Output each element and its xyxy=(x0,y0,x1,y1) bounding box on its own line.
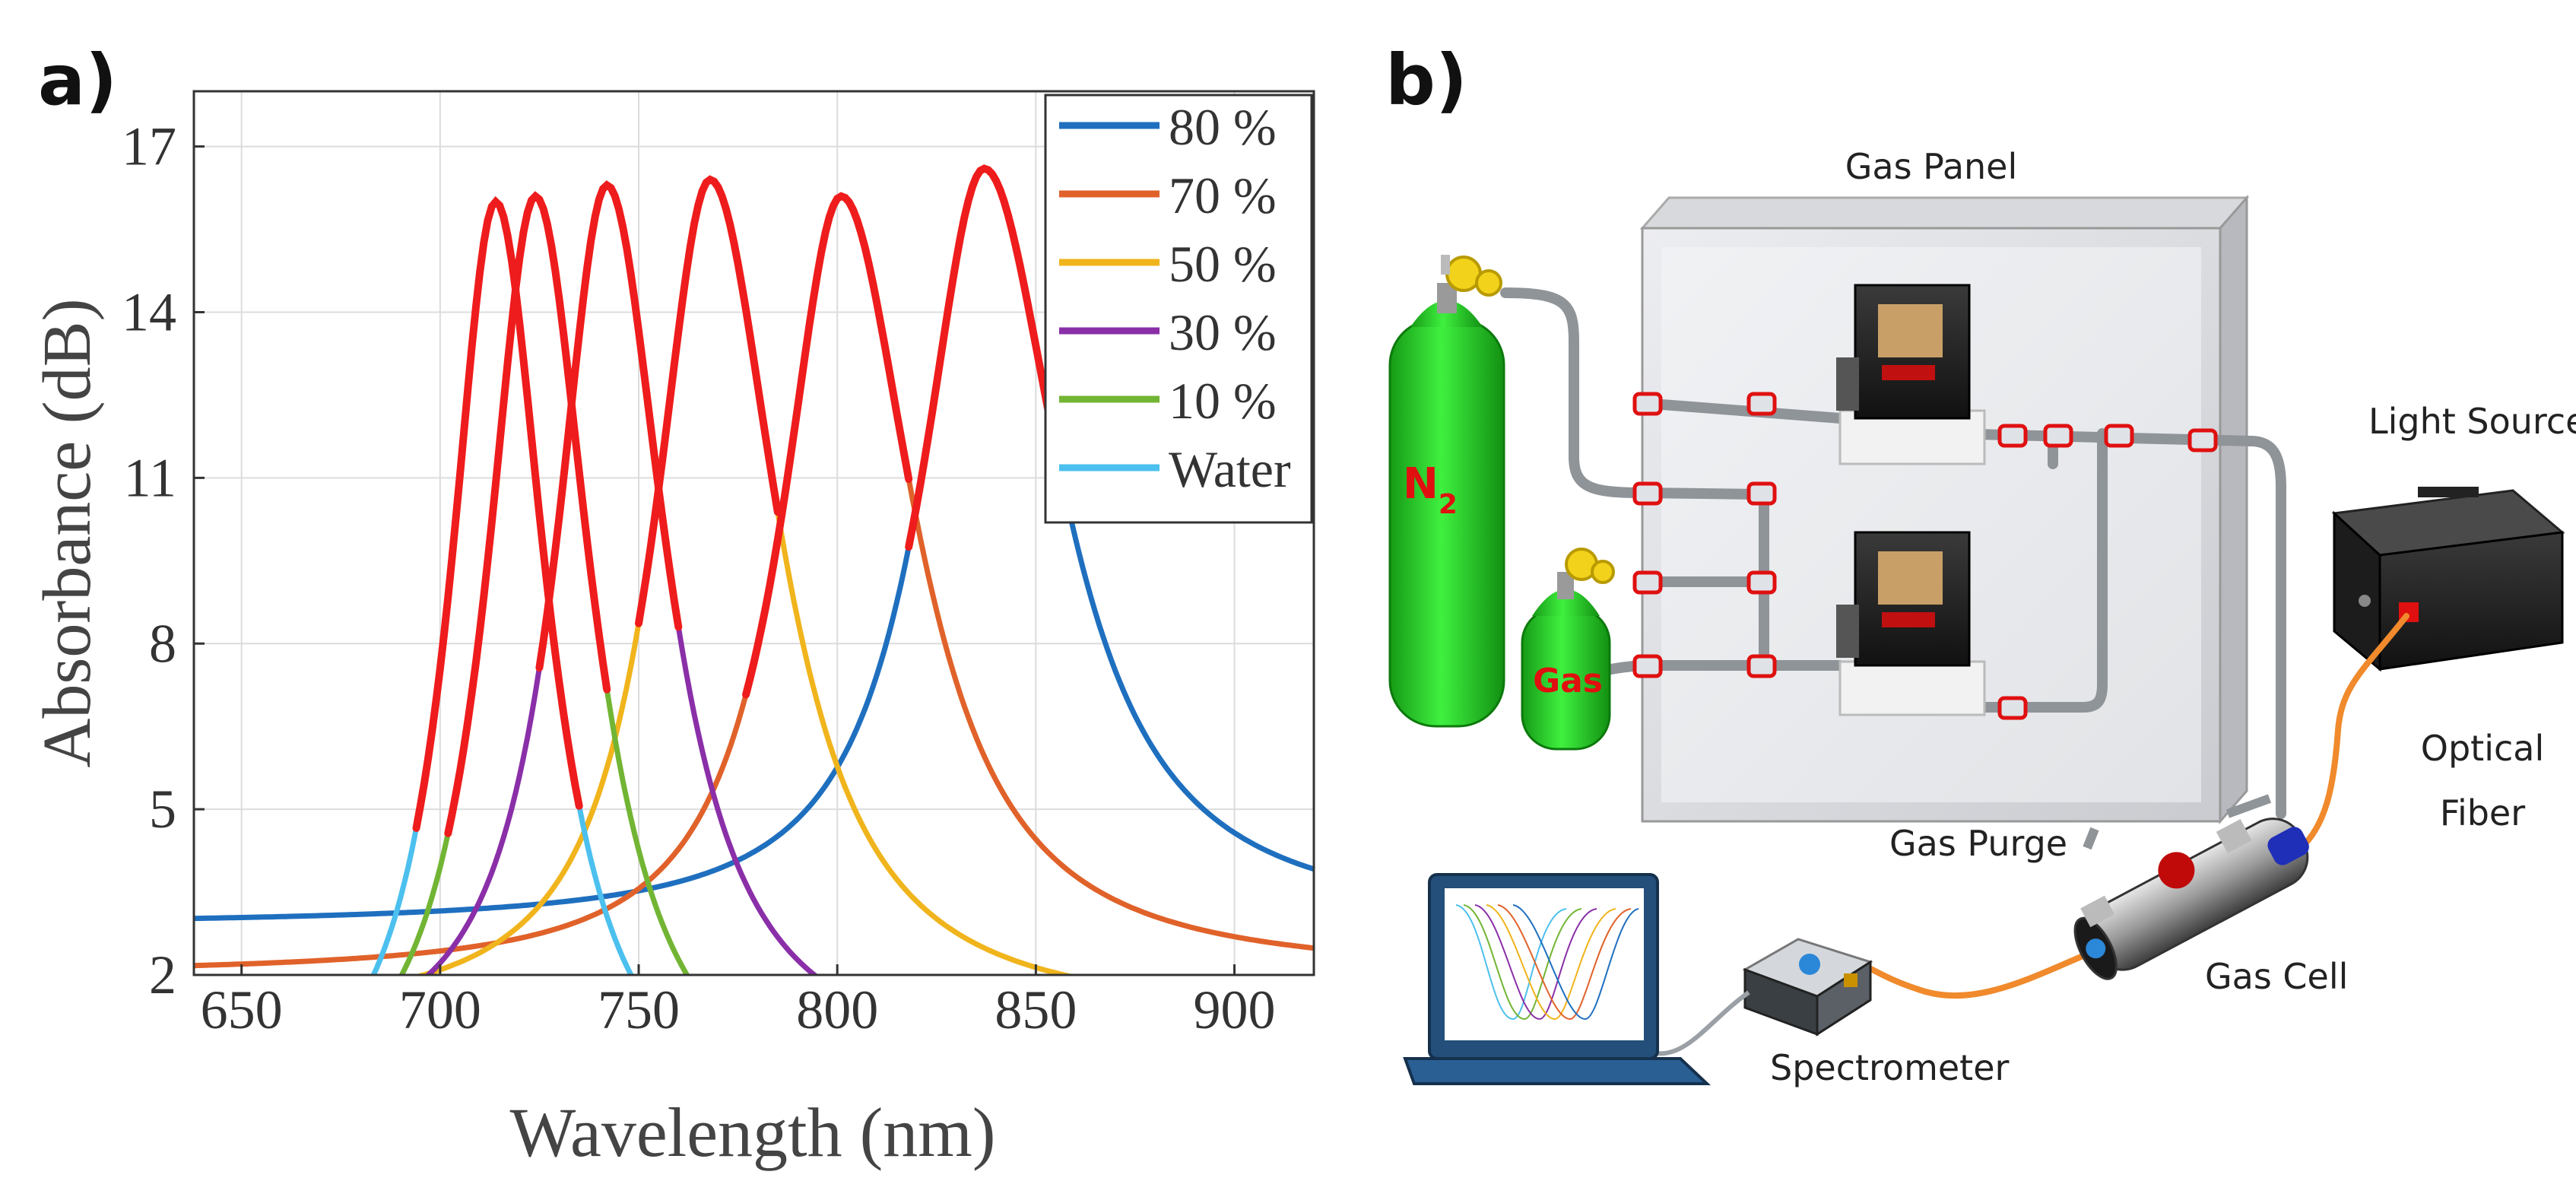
n2-cylinder xyxy=(1388,255,1505,728)
light-source xyxy=(2331,487,2565,672)
x-axis-label: Wavelength (nm) xyxy=(510,1094,996,1171)
gas-purge-label: Gas Purge xyxy=(1889,823,2067,864)
legend-label-4: 10 % xyxy=(1169,372,1277,430)
y-tick-label: 11 xyxy=(124,447,176,508)
x-tick-label: 900 xyxy=(1194,980,1276,1040)
mass-flow-controller-bottom xyxy=(1836,531,1986,716)
peak-highlight-4 xyxy=(444,191,611,837)
setup-diagram: Gas Panel xyxy=(1388,146,2576,1088)
peak-highlight-2 xyxy=(635,175,782,627)
n2-cylinder-label: N2 xyxy=(1403,459,1458,520)
gas-cell xyxy=(2073,794,2309,980)
usb-cable xyxy=(1655,990,1750,1056)
y-tick-label: 2 xyxy=(149,945,176,1005)
gas-cylinder xyxy=(1521,548,1615,751)
y-tick-label: 8 xyxy=(149,613,176,674)
peak-highlight-0 xyxy=(905,164,1060,551)
gas-cylinder-label: Gas xyxy=(1533,662,1603,700)
gas-cell-label: Gas Cell xyxy=(2205,956,2348,997)
spectrometer-label: Spectrometer xyxy=(1770,1047,2010,1088)
y-tick-label: 17 xyxy=(122,116,176,177)
laptop xyxy=(1403,873,1712,1085)
gas-tubing xyxy=(1500,287,2286,819)
y-tick-label: 14 xyxy=(122,282,176,343)
n2-subscript-text: 2 xyxy=(1439,489,1458,520)
n2-main-text: N xyxy=(1403,459,1439,509)
peak-highlight-5 xyxy=(412,195,583,832)
absorbance-chart: 650 700 750 800 850 900 2 5 8 11 14 17 Wavelength (… xyxy=(30,90,1315,1171)
gas-panel-label: Gas Panel xyxy=(1845,146,2018,187)
y-axis-label: Absorbance (dB) xyxy=(30,298,105,767)
peak-highlight-1 xyxy=(742,192,913,699)
series-line-0 xyxy=(194,166,1314,922)
spectra-curves xyxy=(194,164,1314,975)
tube-fittings xyxy=(1632,392,2218,720)
laptop-screen-spectra xyxy=(1455,904,1639,1021)
x-tick-label: 750 xyxy=(598,980,680,1040)
x-tick-label: 800 xyxy=(796,980,878,1040)
laptop-screen xyxy=(1445,888,1644,1040)
legend-label-5: Water xyxy=(1169,440,1291,498)
optical-fiber-label-line2: Fiber xyxy=(2440,792,2525,833)
legend: 80 % 70 % 50 % 30 % 10 % Water xyxy=(1044,94,1313,524)
panel-a-label: a) xyxy=(38,40,118,121)
peak-highlight-3 xyxy=(535,180,683,672)
axis-ticks: 650 700 750 800 850 900 2 5 8 11 14 17 xyxy=(122,116,1276,1040)
legend-label-3: 30 % xyxy=(1169,303,1277,361)
x-tick-label: 650 xyxy=(201,980,283,1040)
mass-flow-controller-top xyxy=(1836,284,1986,465)
series-line-5 xyxy=(370,198,634,975)
x-tick-label: 850 xyxy=(995,980,1077,1040)
legend-label-1: 70 % xyxy=(1169,167,1277,224)
panel-b-label: b) xyxy=(1385,40,1467,121)
series-line-3 xyxy=(424,183,819,975)
legend-label-2: 50 % xyxy=(1169,235,1277,293)
y-tick-label: 5 xyxy=(149,779,176,840)
spectrometer xyxy=(1742,938,1873,1037)
light-source-label: Light Source xyxy=(2368,401,2576,442)
legend-box xyxy=(1044,94,1313,524)
x-tick-label: 700 xyxy=(399,980,481,1040)
legend-label-0: 80 % xyxy=(1169,98,1277,156)
plot-frame xyxy=(192,90,1315,976)
optical-fiber-label-line1: Optical xyxy=(2421,728,2544,769)
